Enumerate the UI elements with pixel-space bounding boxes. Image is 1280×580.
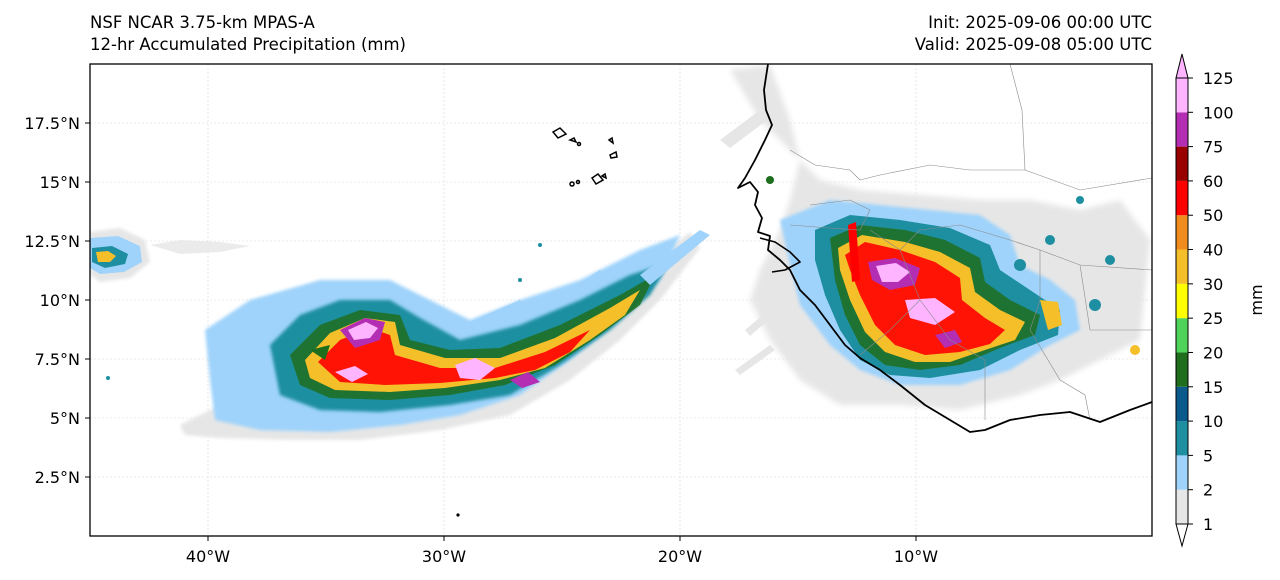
precipitation-field (90, 65, 1150, 440)
colorbar-segment (1176, 421, 1188, 456)
colorbar-tick-label: 1 (1203, 515, 1213, 534)
lon-tick-label: 40°W (186, 547, 230, 566)
colorbar-segment (1176, 283, 1188, 319)
colorbar-segment (1176, 249, 1188, 284)
colorbar-segment (1176, 180, 1188, 216)
lat-tick-label: 7.5°N (35, 350, 80, 369)
cape-verde-islands (551, 127, 618, 187)
colorbar-segment (1176, 146, 1188, 181)
valid-time: Valid: 2025-09-08 05:00 UTC (914, 35, 1152, 54)
colorbar-segment (1176, 215, 1188, 250)
colorbar-segment (1176, 78, 1188, 113)
product-title: 12-hr Accumulated Precipitation (mm) (90, 35, 406, 54)
precip-west-africa (730, 65, 1150, 410)
lat-tick-label: 15°N (40, 173, 80, 192)
colorbar-tick-label: 15 (1203, 378, 1223, 397)
colorbar-segment (1176, 386, 1188, 422)
precip-cells (106, 176, 1140, 380)
colorbar-segment (1176, 489, 1188, 524)
coastlines (737, 64, 1152, 433)
colorbar-tick-label: 20 (1203, 343, 1223, 362)
title-left: NSF NCAR 3.75-km MPAS-A 12-hr Accumulate… (90, 12, 406, 56)
lat-tick-label: 2.5°N (35, 468, 80, 487)
colorbar-segment (1176, 455, 1188, 490)
colorbar-tick-label: 100 (1203, 103, 1234, 122)
model-title: NSF NCAR 3.75-km MPAS-A (90, 13, 315, 32)
colorbar-segment (1176, 318, 1188, 353)
colorbar-segment (1176, 112, 1188, 147)
lat-tick-label: 5°N (50, 409, 80, 428)
lon-tick-label: 10°W (894, 547, 938, 566)
country-borders (789, 64, 1152, 421)
colorbar-frame (1175, 77, 1189, 525)
colorbar-tick-label: 30 (1203, 275, 1223, 294)
colorbar-tick-label: 25 (1203, 309, 1223, 328)
colorbar-segment (1176, 352, 1188, 387)
colorbar-label: mm (1247, 284, 1266, 315)
colorbar-tick-label: 50 (1203, 206, 1223, 225)
lon-tick-label: 30°W (422, 547, 466, 566)
latitude-ticks: 2.5°N 5°N 7.5°N 10°N 12.5°N 15°N 17.5°N (24, 114, 90, 487)
lat-tick-label: 17.5°N (24, 114, 80, 133)
colorbar-tick-label: 125 (1203, 69, 1234, 88)
colorbar-extend-min (1175, 523, 1189, 548)
longitude-ticks: 40°W 30°W 20°W 10°W (186, 536, 938, 566)
colorbar-extend-max (1175, 53, 1189, 79)
colorbar-tick-label: 2 (1203, 481, 1213, 500)
title-right: Init: 2025-09-06 00:00 UTC Valid: 2025-0… (915, 12, 1152, 56)
init-time: Init: 2025-09-06 00:00 UTC (928, 13, 1152, 32)
lon-tick-label: 20°W (658, 547, 702, 566)
colorbar-tick-label: 60 (1203, 172, 1223, 191)
colorbar-tick-label: 75 (1203, 138, 1223, 157)
precip-band-west (180, 232, 700, 440)
island-dot (456, 513, 460, 517)
precip-patch-far-west (90, 228, 250, 282)
lat-tick-label: 10°N (40, 291, 80, 310)
colorbar-tick-label: 40 (1203, 241, 1223, 260)
colorbar-tick-label: 10 (1203, 412, 1223, 431)
colorbar-tick-label: 5 (1203, 446, 1213, 465)
lat-tick-label: 12.5°N (24, 232, 80, 251)
